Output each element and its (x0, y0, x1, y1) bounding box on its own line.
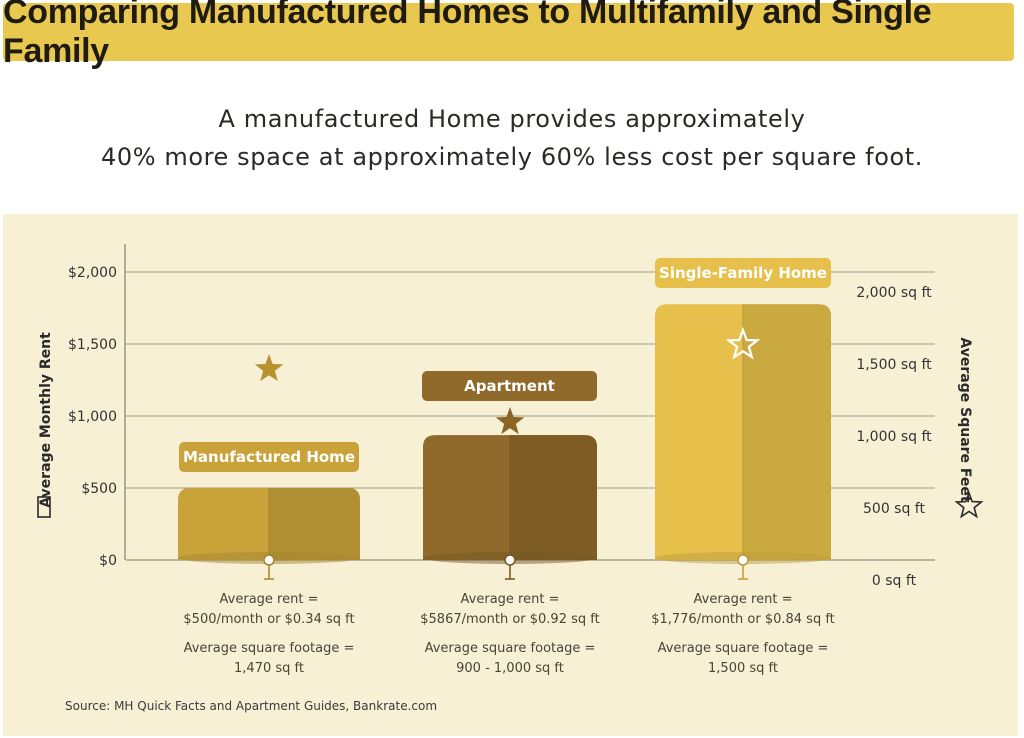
bar-group: Single-Family Home Average rent = $1,776/m… (651, 258, 835, 676)
bar-group: Apartment Average rent = $5867/month or $0… (420, 371, 600, 676)
bar-shade (510, 435, 597, 560)
subtitle: A manufactured Home provides approximate… (0, 100, 1024, 176)
category-label-box (655, 258, 831, 288)
pin-marker-icon (504, 554, 516, 566)
category-label-box (179, 442, 359, 472)
note-rent-value: $500/month or $0.34 sq ft (183, 612, 354, 627)
y-left-tick-label: $2,000 (68, 265, 117, 281)
bar-shade (743, 304, 831, 560)
y-left-tick-label: $500 (81, 481, 117, 497)
note-sqft-value: 900 - 1,000 sq ft (456, 661, 564, 676)
note-rent-value: $5867/month or $0.92 sq ft (420, 612, 599, 627)
note-sqft-line: Average square footage = (658, 641, 829, 656)
note-rent-line: Average rent = (461, 592, 560, 607)
category-label: Manufactured Home (183, 448, 355, 466)
note-sqft-line: Average square footage = (425, 641, 596, 656)
y-right-tick-label: 1,500 sq ft (856, 357, 932, 373)
category-label: Apartment (464, 377, 555, 395)
square-feet-legend-star-icon (954, 490, 984, 519)
square-feet-star-marker (725, 326, 761, 360)
y-right-tick-label: 1,000 sq ft (856, 429, 932, 445)
note-rent-value: $1,776/month or $0.84 sq ft (651, 612, 835, 627)
y-right-tick-label: 2,000 sq ft (856, 285, 932, 301)
square-feet-star-marker (254, 354, 284, 382)
note-sqft-value: 1,470 sq ft (234, 661, 304, 676)
chart-panel: $0 $500 $1,000 $1,500 $2,000 0 sq ft 500 sq ft… (3, 214, 1018, 736)
subtitle-line-2: 40% more space at approximately 60% less… (100, 143, 924, 171)
bar-group: Manufactured Home Average rent = $500/mont… (178, 354, 360, 676)
subtitle-line-1: A manufactured Home provides approximate… (218, 105, 806, 133)
note-sqft-line: Average square footage = (184, 641, 355, 656)
y-left-axis-title: Average Monthly Rent (38, 332, 54, 508)
category-label-box (422, 371, 597, 401)
note-sqft-value: 1,500 sq ft (708, 661, 778, 676)
y-right-axis-title: Average Square Feet (957, 337, 973, 502)
page-title: Comparing Manufactured Homes to Multifam… (3, 0, 932, 70)
pin-marker-icon (737, 554, 749, 566)
y-right-tick-label: 0 sq ft (872, 573, 917, 589)
pin-marker-icon (263, 554, 275, 566)
rent-legend-icon (37, 496, 51, 518)
source-note: Source: MH Quick Facts and Apartment Gui… (65, 699, 437, 713)
rent-vs-square-feet-chart: $0 $500 $1,000 $1,500 $2,000 0 sq ft 500 sq ft… (37, 244, 984, 713)
y-left-tick-label: $0 (99, 553, 117, 569)
bar-shade (269, 488, 360, 560)
category-label: Single-Family Home (659, 264, 827, 282)
title-banner: Comparing Manufactured Homes to Multifam… (3, 0, 1014, 70)
note-rent-line: Average rent = (694, 592, 793, 607)
y-left-tick-label: $1,500 (68, 337, 117, 353)
y-left-tick-label: $1,000 (68, 409, 117, 425)
y-right-tick-label: 500 sq ft (863, 501, 925, 517)
note-rent-line: Average rent = (220, 592, 319, 607)
square-feet-star-marker (495, 407, 525, 435)
